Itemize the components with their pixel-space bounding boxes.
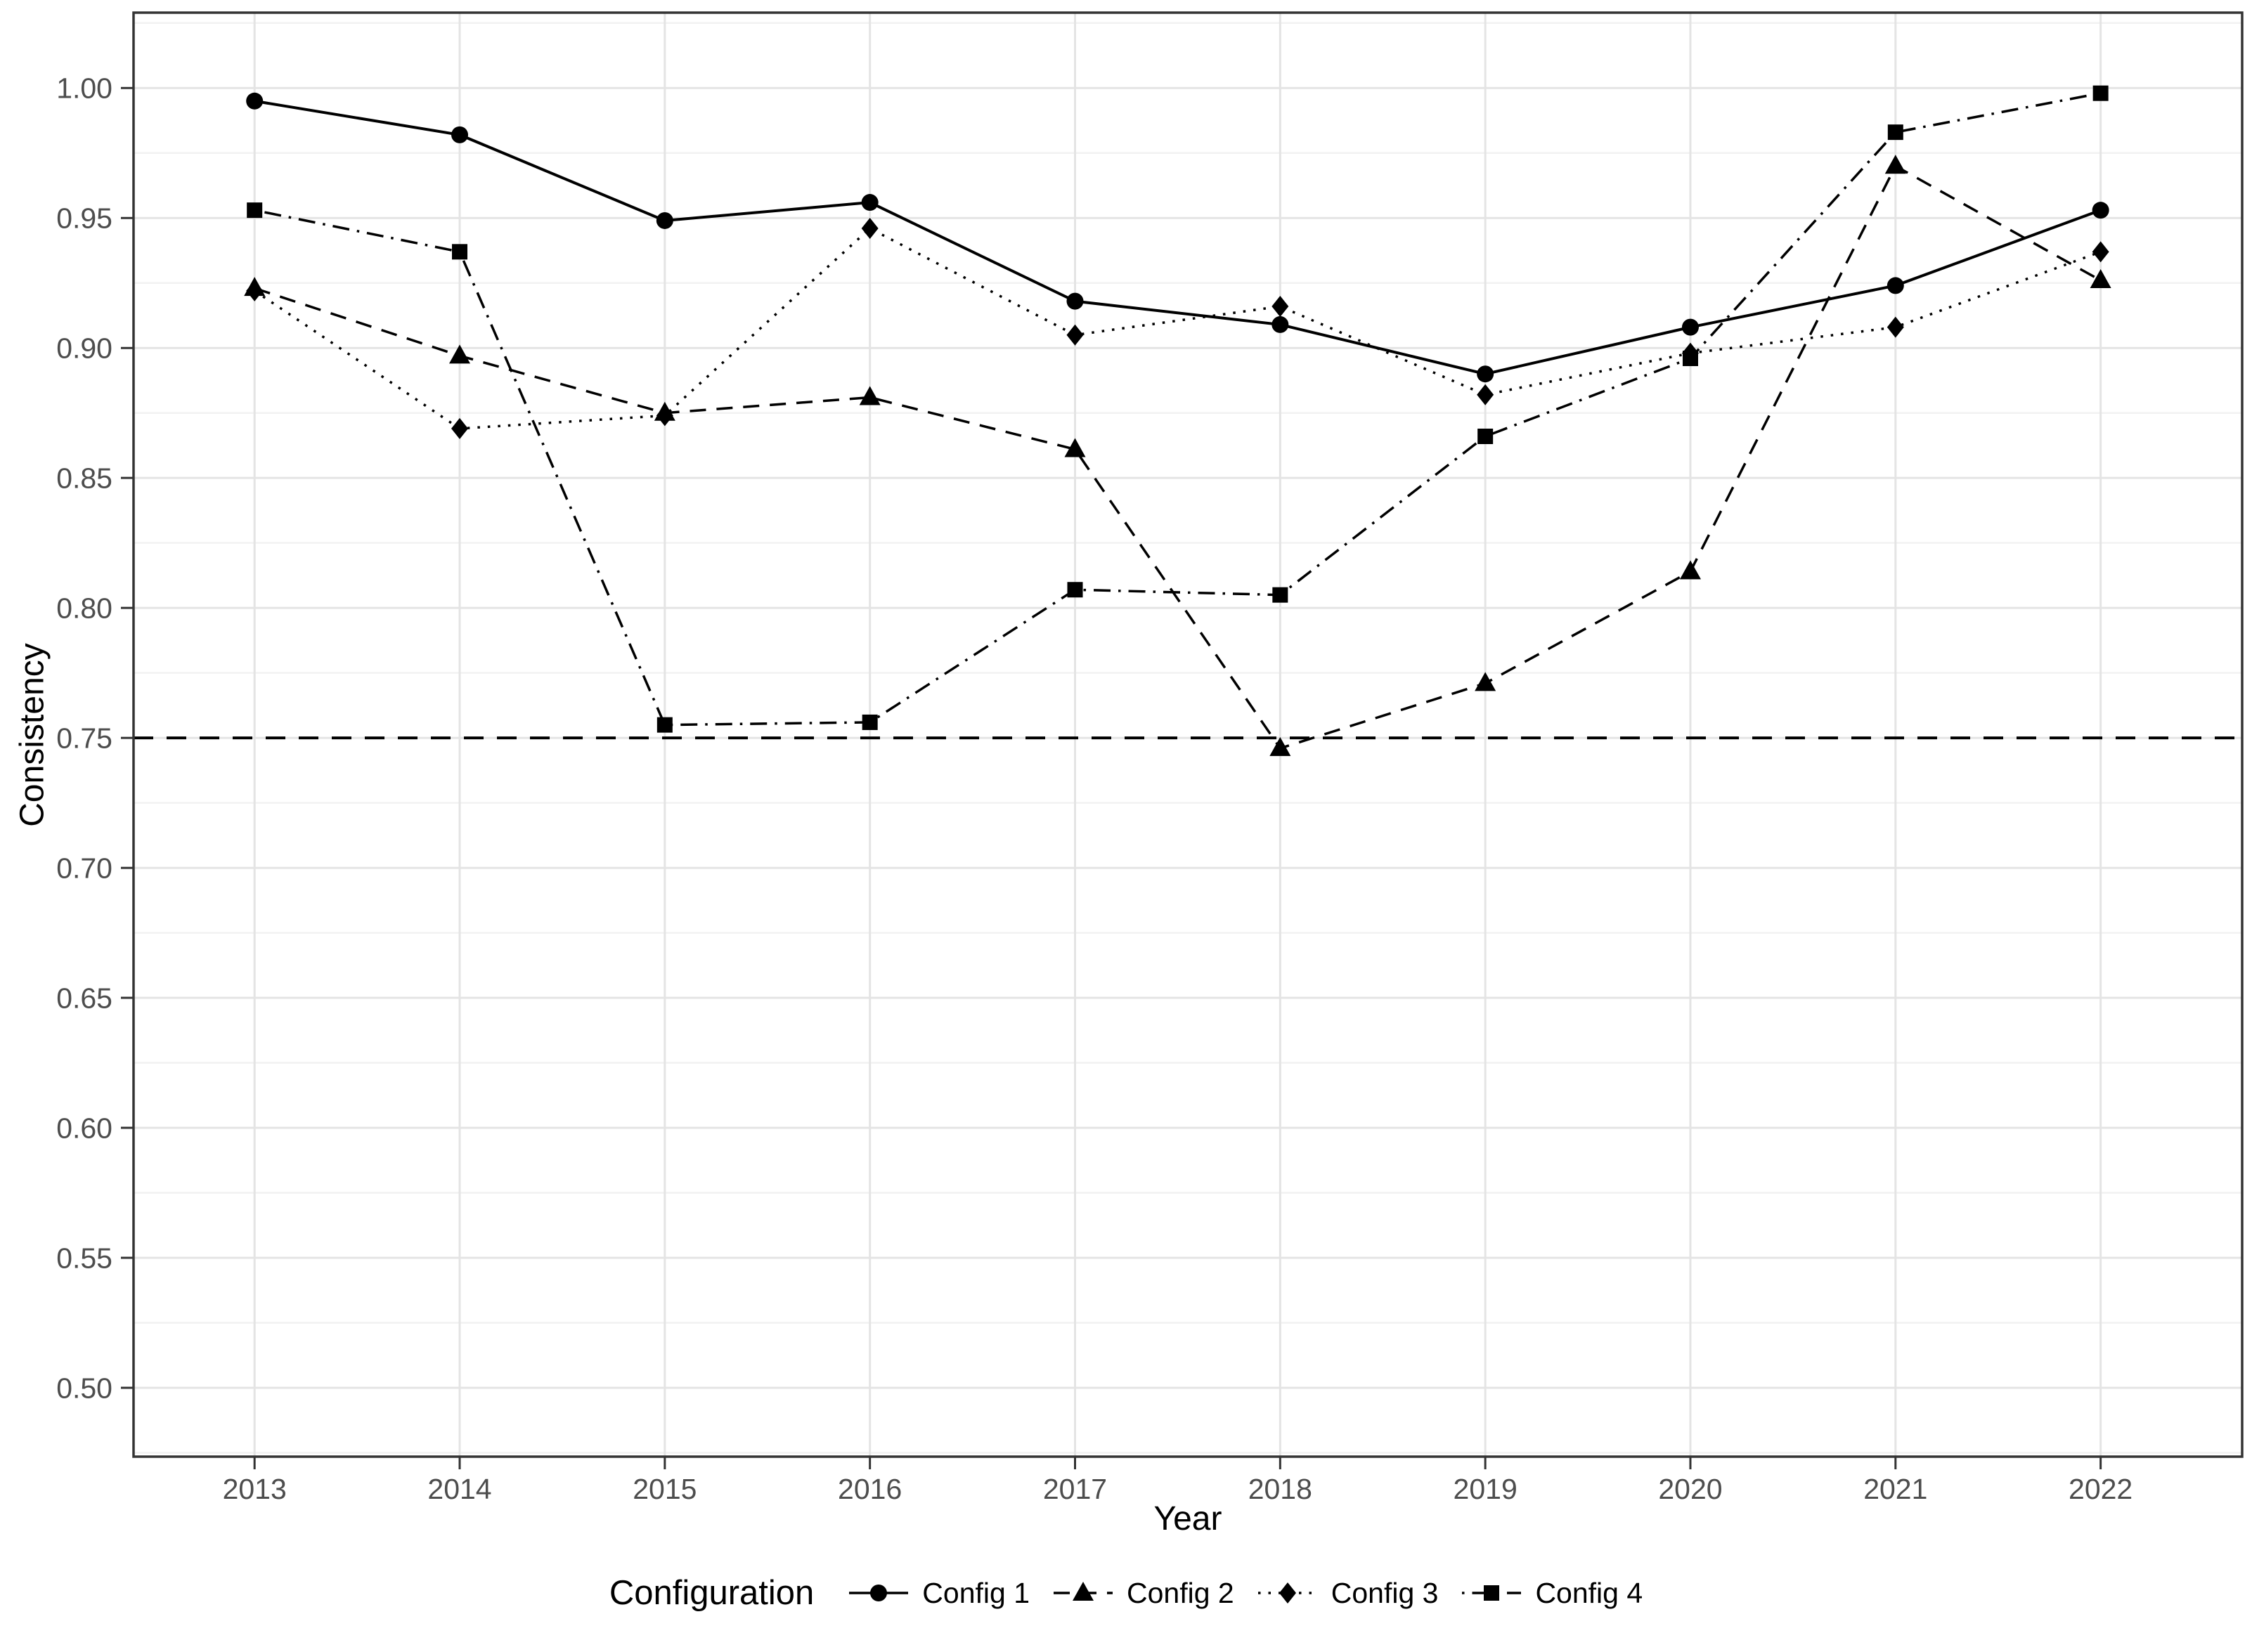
svg-text:2020: 2020 xyxy=(1658,1473,1722,1505)
legend-item-config-3: Config 3 xyxy=(1255,1570,1439,1615)
svg-text:0.80: 0.80 xyxy=(56,592,112,625)
legend-label-config-4: Config 4 xyxy=(1535,1576,1643,1609)
svg-text:0.90: 0.90 xyxy=(56,332,112,365)
legend-item-config-4: Config 4 xyxy=(1459,1570,1643,1615)
svg-text:2022: 2022 xyxy=(2069,1473,2133,1505)
svg-text:0.95: 0.95 xyxy=(56,202,112,235)
x-axis-title: Year xyxy=(1153,1500,1222,1537)
legend-label-config-3: Config 3 xyxy=(1331,1576,1439,1609)
legend-item-config-2: Config 2 xyxy=(1051,1570,1234,1615)
series-config-1 xyxy=(246,92,2109,383)
legend: Configuration Config 1 Config 2 Config 3… xyxy=(0,1561,2252,1625)
svg-text:2019: 2019 xyxy=(1454,1473,1517,1505)
svg-text:2018: 2018 xyxy=(1248,1473,1312,1505)
svg-text:0.50: 0.50 xyxy=(56,1372,112,1404)
legend-item-config-1: Config 1 xyxy=(846,1570,1030,1615)
legend-key-config-4-dotdash-square-icon xyxy=(1462,1585,1522,1601)
legend-label-config-1: Config 1 xyxy=(922,1576,1030,1609)
svg-text:0.70: 0.70 xyxy=(56,852,112,884)
legend-key-config-2-dashed-triangle-icon xyxy=(1054,1582,1113,1601)
svg-text:0.55: 0.55 xyxy=(56,1242,112,1274)
gridlines-major xyxy=(134,13,2242,1457)
svg-text:1.00: 1.00 xyxy=(56,72,112,105)
series-config-2 xyxy=(244,155,2111,756)
svg-text:2013: 2013 xyxy=(223,1473,287,1505)
panel-border xyxy=(132,11,2244,1458)
legend-label-config-2: Config 2 xyxy=(1127,1576,1234,1609)
legend-key-config-1-solid-circle-icon xyxy=(849,1585,909,1601)
legend-title: Configuration xyxy=(609,1574,815,1612)
svg-text:0.60: 0.60 xyxy=(56,1112,112,1144)
svg-text:2015: 2015 xyxy=(633,1473,697,1505)
svg-text:2014: 2014 xyxy=(427,1473,491,1505)
series-config-4 xyxy=(247,85,2109,733)
legend-key-config-3-dotted-diamond-icon xyxy=(1257,1582,1317,1604)
svg-text:2016: 2016 xyxy=(838,1473,902,1505)
svg-text:0.65: 0.65 xyxy=(56,982,112,1014)
svg-text:0.85: 0.85 xyxy=(56,462,112,495)
y-axis-title: Consistency xyxy=(13,643,51,827)
svg-text:2017: 2017 xyxy=(1043,1473,1107,1505)
series-config-3 xyxy=(246,218,2109,439)
axis-ticks-and-labels: 0.50 0.55 0.60 0.65 0.70 0.75 0.80 0.85 0.90 0.95… xyxy=(56,72,2133,1505)
svg-text:0.75: 0.75 xyxy=(56,722,112,754)
svg-text:2021: 2021 xyxy=(1863,1473,1927,1505)
